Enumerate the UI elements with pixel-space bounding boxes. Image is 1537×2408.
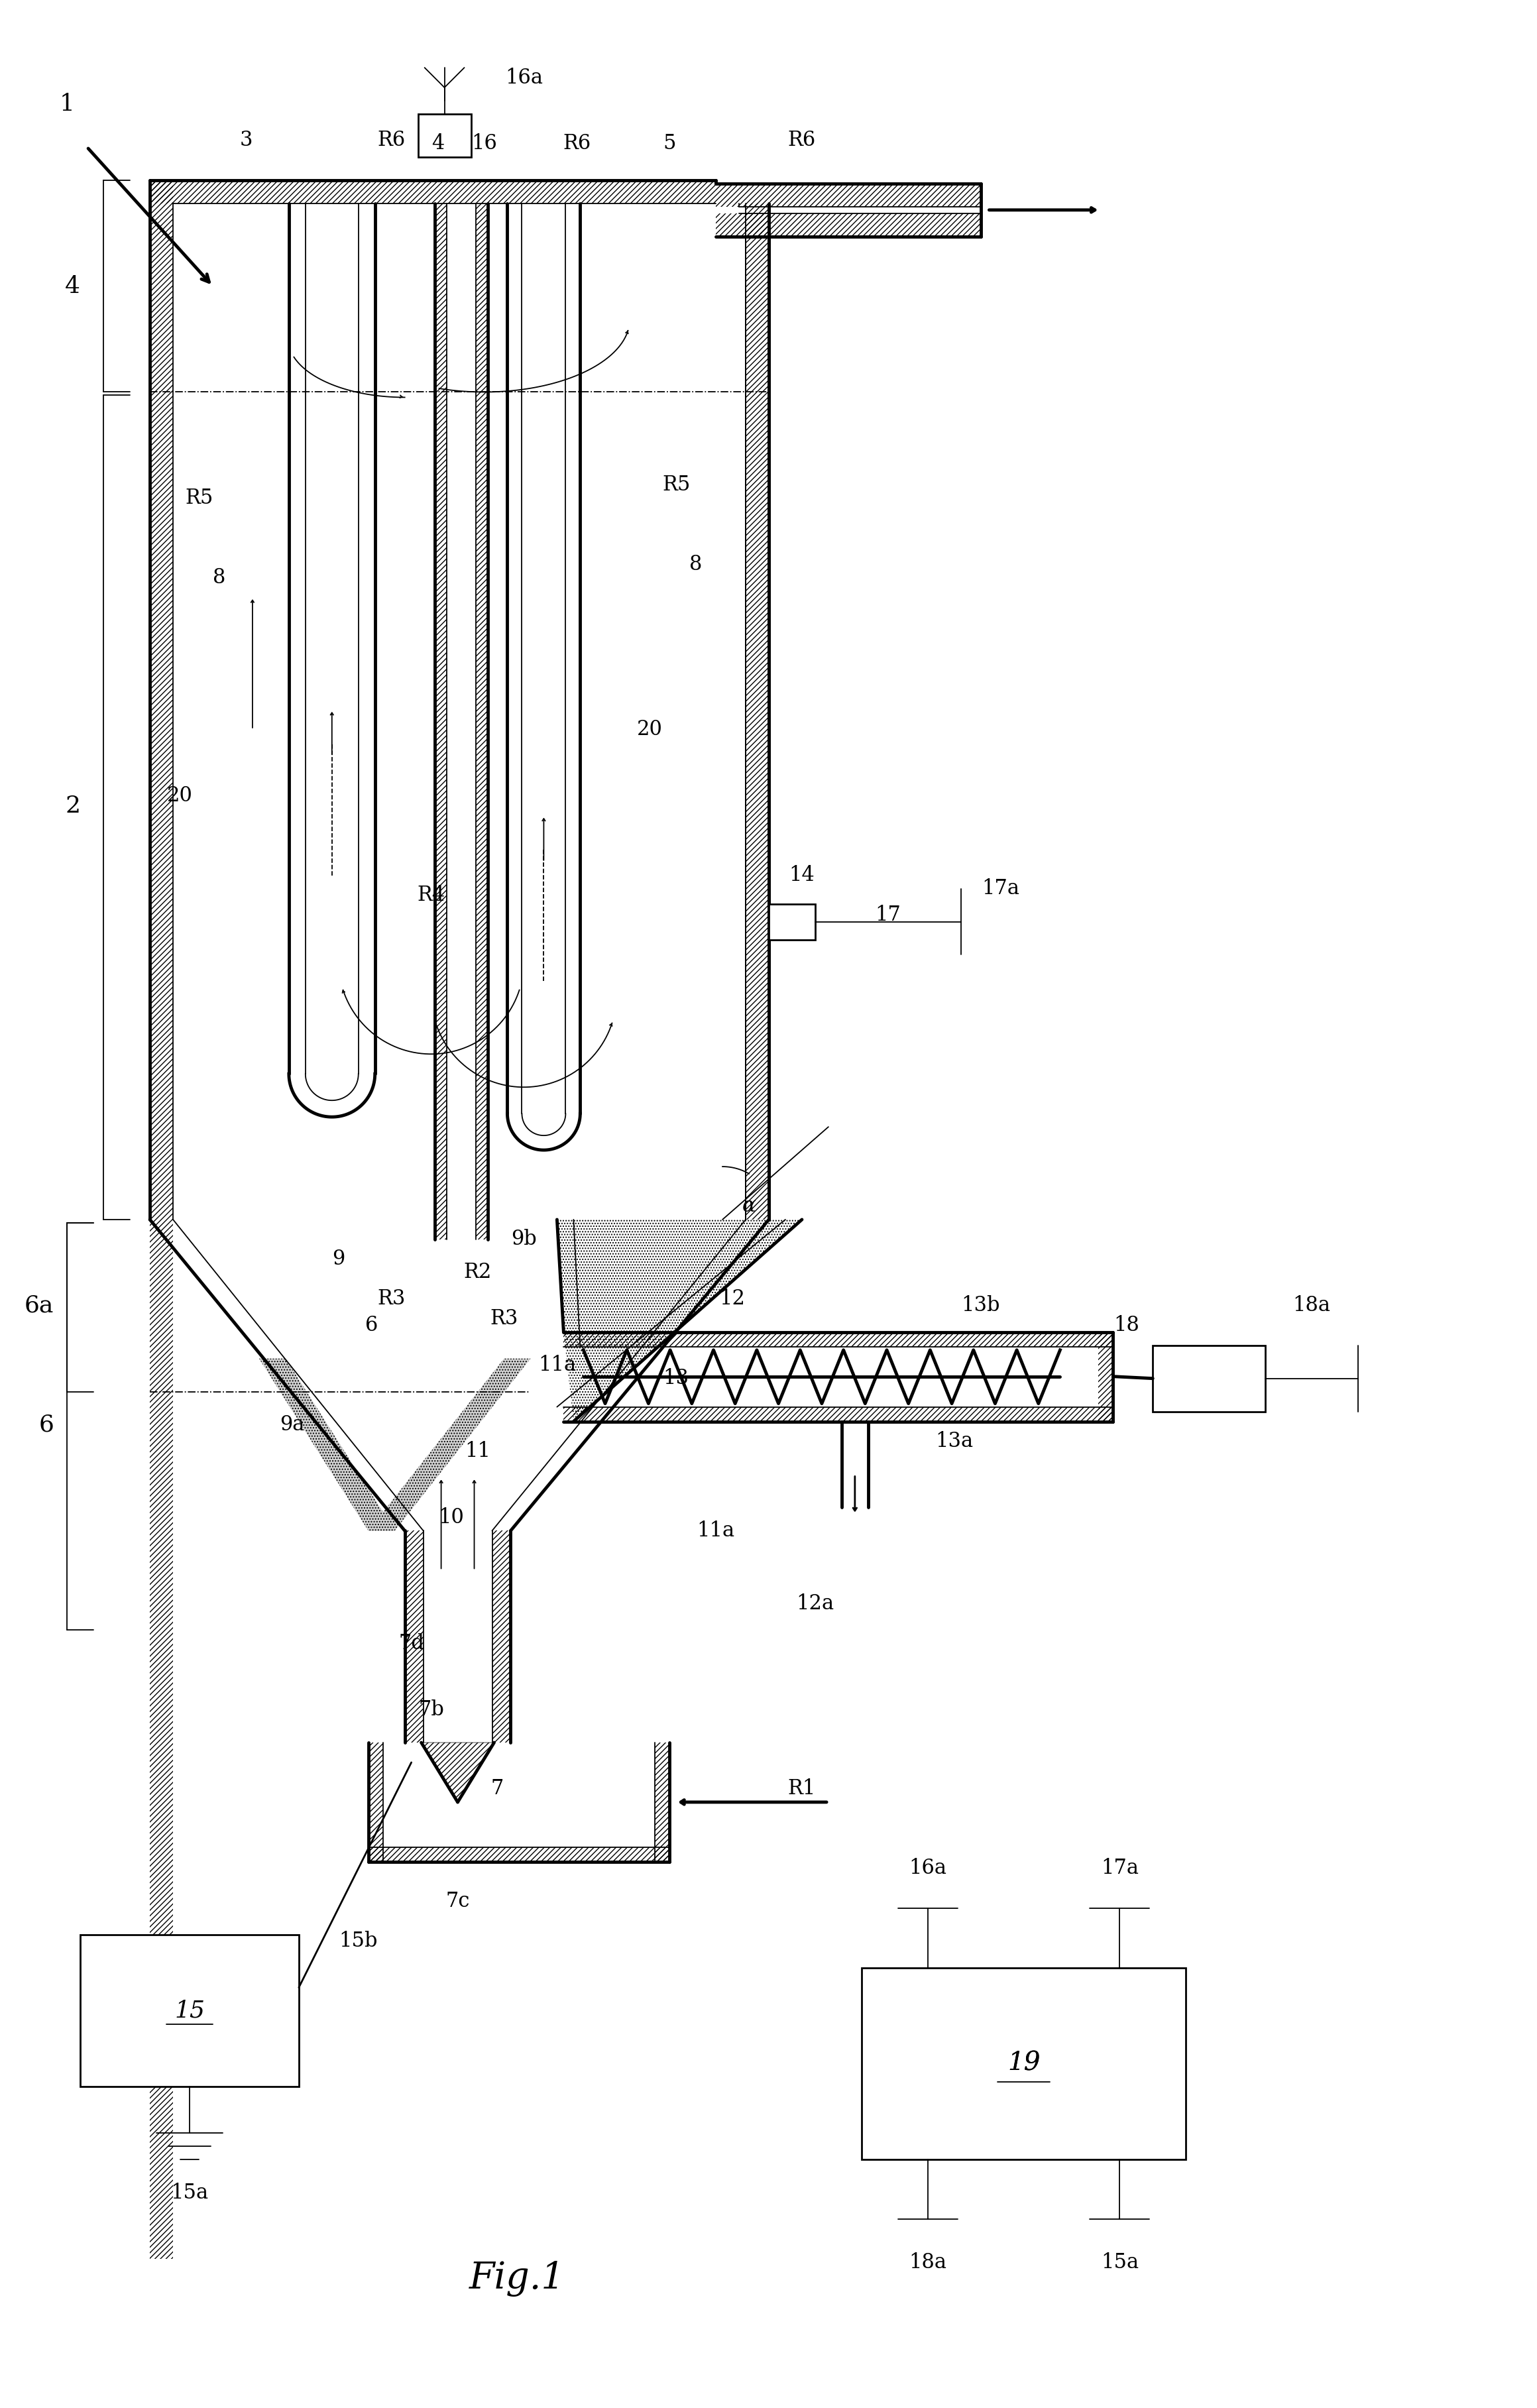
- Text: 6a: 6a: [25, 1296, 54, 1317]
- Bar: [492, 1531, 510, 1743]
- Text: 14: 14: [788, 864, 815, 886]
- Bar: [80, 1934, 298, 2088]
- Polygon shape: [369, 1358, 530, 1531]
- Text: 8: 8: [690, 554, 702, 576]
- Bar: [475, 202, 487, 1240]
- Text: 6: 6: [38, 1413, 54, 1435]
- Text: 13: 13: [664, 1368, 689, 1389]
- Text: R6: R6: [378, 130, 406, 152]
- Text: 11: 11: [464, 1440, 490, 1462]
- Bar: [1099, 1332, 1113, 1421]
- Text: 1: 1: [60, 94, 75, 116]
- Text: 12a: 12a: [796, 1594, 835, 1613]
- Text: 7d: 7d: [398, 1633, 424, 1654]
- Text: R2: R2: [464, 1262, 492, 1283]
- Text: 7b: 7b: [418, 1700, 444, 1719]
- Text: R1: R1: [788, 1780, 816, 1799]
- Polygon shape: [260, 1358, 395, 1531]
- Text: 4: 4: [432, 132, 444, 154]
- Text: 16a: 16a: [908, 1859, 947, 1878]
- Bar: [564, 1406, 1113, 1421]
- Text: 17a: 17a: [982, 879, 1019, 898]
- Bar: [862, 1967, 1187, 2160]
- Text: 2: 2: [65, 795, 80, 816]
- Text: R4: R4: [417, 884, 446, 905]
- Bar: [564, 1332, 1113, 1346]
- Text: R3: R3: [490, 1308, 518, 1329]
- Bar: [768, 903, 815, 939]
- Text: R5: R5: [662, 474, 690, 496]
- Bar: [404, 1531, 423, 1743]
- Text: 7c: 7c: [446, 1890, 470, 1912]
- Bar: [418, 113, 470, 157]
- Bar: [768, 903, 815, 939]
- Text: 9: 9: [332, 1250, 344, 1269]
- Bar: [151, 181, 716, 202]
- Text: 16: 16: [472, 132, 496, 154]
- Text: R5: R5: [186, 489, 214, 508]
- Text: 19: 19: [1007, 2052, 1041, 2076]
- Text: 15b: 15b: [340, 1931, 378, 1950]
- Text: 6: 6: [366, 1315, 378, 1336]
- Text: 12: 12: [719, 1288, 745, 1310]
- Text: 9b: 9b: [512, 1228, 536, 1250]
- Bar: [369, 1847, 670, 1861]
- Bar: [716, 214, 981, 236]
- Text: 16a: 16a: [506, 67, 543, 87]
- Text: 20: 20: [168, 785, 192, 807]
- Text: 17: 17: [875, 905, 901, 925]
- Text: α: α: [742, 1197, 756, 1216]
- Text: R3: R3: [378, 1288, 406, 1310]
- Bar: [369, 1743, 383, 1861]
- Bar: [418, 113, 470, 157]
- Text: 10: 10: [438, 1507, 464, 1527]
- Text: 15: 15: [174, 1999, 204, 2023]
- Text: R6: R6: [563, 132, 590, 154]
- Text: 4: 4: [65, 275, 80, 296]
- Text: R6: R6: [788, 130, 816, 152]
- Text: 19: 19: [1007, 2052, 1041, 2076]
- Text: 15a: 15a: [171, 2182, 209, 2203]
- Bar: [655, 1743, 670, 1861]
- Text: 13b: 13b: [961, 1296, 1001, 1315]
- Text: 18a: 18a: [1293, 1296, 1331, 1315]
- Text: 7: 7: [490, 1780, 504, 1799]
- Text: 5: 5: [662, 132, 676, 154]
- Bar: [1153, 1346, 1265, 1411]
- Bar: [1153, 1346, 1265, 1411]
- Text: 13a: 13a: [934, 1430, 973, 1452]
- Bar: [151, 1218, 174, 2259]
- Text: 17a: 17a: [1100, 1859, 1139, 1878]
- Bar: [151, 181, 174, 1218]
- Bar: [745, 202, 768, 1218]
- Text: 15a: 15a: [1100, 2251, 1139, 2273]
- Bar: [435, 202, 446, 1240]
- Text: 18a: 18a: [908, 2251, 947, 2273]
- Text: 9a: 9a: [280, 1413, 304, 1435]
- Text: 11a: 11a: [538, 1356, 576, 1375]
- Text: 18: 18: [1113, 1315, 1139, 1336]
- Text: Fig.1: Fig.1: [469, 2261, 566, 2297]
- Text: 20: 20: [636, 720, 662, 739]
- Bar: [716, 183, 981, 207]
- Text: 8: 8: [214, 568, 226, 588]
- Text: 3: 3: [240, 130, 252, 152]
- Text: 11a: 11a: [696, 1519, 735, 1541]
